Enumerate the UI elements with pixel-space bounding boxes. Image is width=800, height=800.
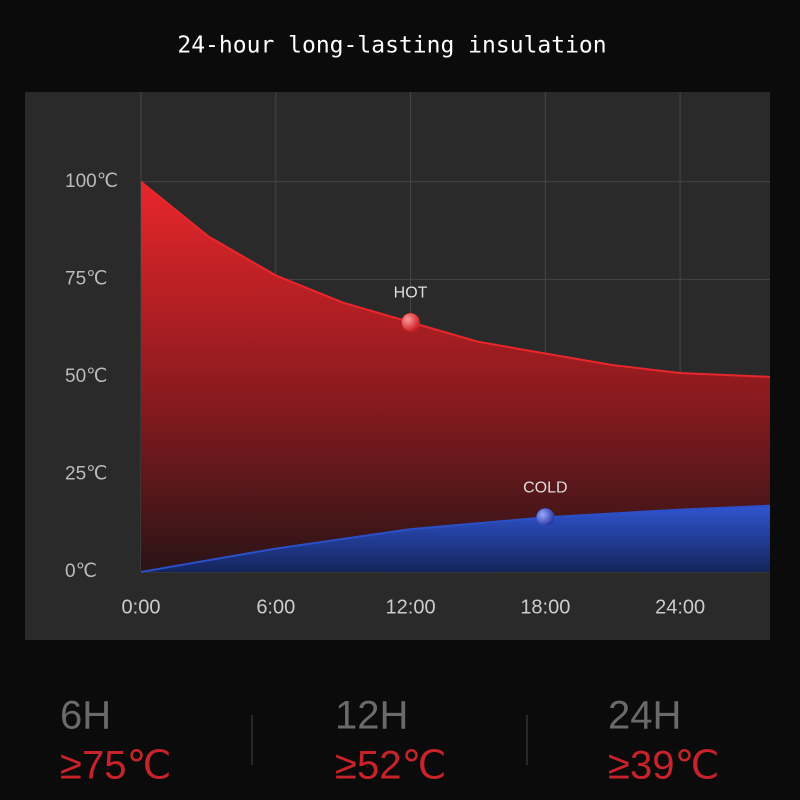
area-fill bbox=[141, 505, 770, 572]
chart-title: 24-hour long-lasting insulation bbox=[177, 33, 606, 59]
series-line bbox=[140, 504, 771, 573]
x-tick-label: 0:00 bbox=[122, 596, 161, 618]
x-tick-label: 12:00 bbox=[386, 596, 436, 618]
marker bbox=[536, 508, 555, 527]
series-line bbox=[140, 180, 771, 378]
marker-label: HOT bbox=[394, 284, 428, 301]
y-tick-label: 0℃ bbox=[65, 561, 97, 582]
stat-hours: 24H bbox=[608, 694, 681, 738]
y-tick-label: 50℃ bbox=[65, 366, 107, 387]
marker-label: COLD bbox=[523, 480, 567, 497]
x-tick-label: 24:00 bbox=[655, 596, 705, 618]
marker bbox=[401, 312, 420, 332]
y-tick-label: 100℃ bbox=[65, 171, 118, 192]
y-tick-label: 75℃ bbox=[65, 268, 107, 289]
stat-temp: ≥75℃ bbox=[60, 744, 171, 788]
stat-hours: 6H bbox=[60, 694, 111, 738]
stat-temp: ≥52℃ bbox=[335, 744, 446, 788]
x-tick-label: 6:00 bbox=[256, 596, 295, 618]
x-tick-label: 18:00 bbox=[520, 596, 570, 618]
stat-hours: 12H bbox=[335, 694, 408, 738]
y-tick-label: 25℃ bbox=[65, 463, 107, 484]
stat-temp: ≥39℃ bbox=[608, 744, 719, 788]
area-fill bbox=[141, 181, 770, 572]
